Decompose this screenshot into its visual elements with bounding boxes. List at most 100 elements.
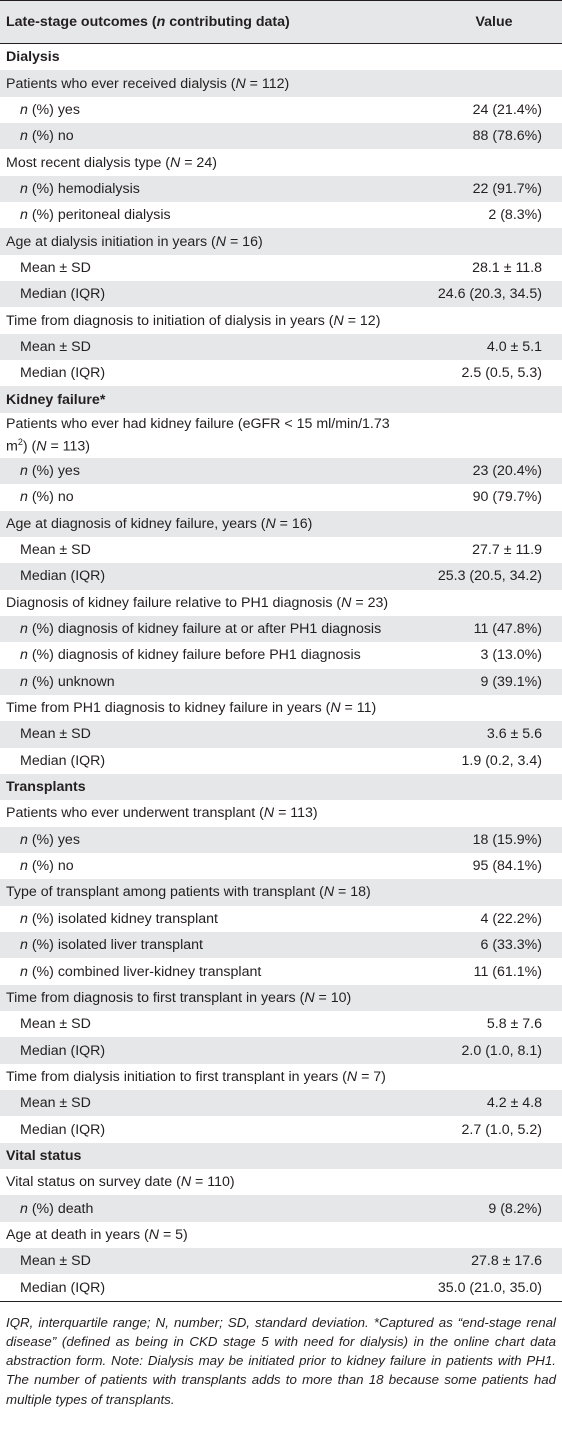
row-label: Vital status [6, 1147, 82, 1164]
table-row: Median (IQR) 2.5 (0.5, 5.3) [0, 360, 562, 386]
row-label: Diagnosis of kidney failure relative to … [6, 594, 389, 611]
row-label: Median (IQR) [20, 1279, 106, 1296]
row-label: Dialysis [6, 49, 60, 66]
table-row: Mean ± SD 5.8 ± 7.6 [0, 1011, 562, 1037]
table-body: Dialysis Patients who ever received dialy… [0, 44, 562, 1301]
row-value: 88 (78.6%) [472, 128, 542, 145]
row-value: 4.0 ± 5.1 [486, 338, 542, 355]
row-label: Transplants [6, 779, 86, 796]
row-value: 95 (84.1%) [472, 858, 542, 875]
row-value: 2 (8.3%) [488, 207, 542, 224]
table-row: n (%) isolated kidney transplant 4 (22.2%… [0, 906, 562, 932]
table-row: n (%) isolated liver transplant 6 (33.3%) [0, 932, 562, 959]
table-row: Time from diagnosis to initiation of dia… [0, 307, 562, 333]
header-value: Value [475, 14, 513, 30]
row-label: n (%) death [20, 1200, 94, 1217]
table-row: Mean ± SD 4.0 ± 5.1 [0, 333, 562, 361]
table-row: Median (IQR) 35.0 (21.0, 35.0) [0, 1274, 562, 1300]
row-label: n (%) isolated liver transplant [20, 937, 203, 954]
row-value: 27.8 ± 17.6 [471, 1253, 542, 1270]
row-value: 2.0 (1.0, 8.1) [461, 1042, 542, 1059]
table-row: n (%) no 95 (84.1%) [0, 853, 562, 879]
row-label: Type of transplant among patients with t… [6, 884, 371, 901]
row-label: Median (IQR) [20, 568, 106, 585]
row-label: Median (IQR) [20, 1121, 106, 1138]
table-row: Type of transplant among patients with t… [0, 879, 562, 906]
row-value: 11 (47.8%) [473, 621, 542, 638]
row-label: Mean ± SD [20, 542, 91, 559]
table-row: Time from PH1 diagnosis to kidney failur… [0, 695, 562, 721]
table-row: Median (IQR) 1.9 (0.2, 3.4) [0, 748, 562, 774]
row-label: Time from dialysis initiation to first t… [6, 1068, 386, 1085]
table-row: Vital status on survey date (N = 110) [0, 1169, 562, 1195]
table-row: n (%) unknown 9 (39.1%) [0, 668, 562, 695]
row-label: Mean ± SD [20, 1016, 91, 1033]
table-header: Late-stage outcomes (n contributing data… [0, 0, 562, 44]
table-row: Mean ± SD 28.1 ± 11.8 [0, 255, 562, 281]
row-value: 11 (61.1%) [473, 963, 542, 980]
table-row: n (%) yes 24 (21.4%) [0, 97, 562, 123]
table-row: n (%) hemodialysis 22 (91.7%) [0, 175, 562, 203]
row-label: Most recent dialysis type (N = 24) [6, 154, 217, 171]
table-row: Time from dialysis initiation to first t… [0, 1064, 562, 1090]
header-outcomes: Late-stage outcomes (n contributing data… [6, 14, 290, 30]
row-value: 2.7 (1.0, 5.2) [461, 1121, 542, 1138]
row-label: Patients who ever received dialysis (N =… [6, 75, 290, 92]
table-row: Patients who ever had kidney failure (eG… [0, 413, 562, 458]
row-label: Kidney failure* [6, 391, 106, 408]
row-value: 25.3 (20.5, 34.2) [437, 568, 542, 585]
row-value: 23 (20.4%) [472, 462, 542, 479]
row-label: n (%) no [20, 489, 74, 506]
row-value: 18 (15.9%) [472, 831, 542, 848]
table-row: Age at diagnosis of kidney failure, year… [0, 510, 562, 537]
row-label: Median (IQR) [20, 752, 106, 769]
row-label: n (%) yes [20, 101, 80, 118]
row-label: Age at dialysis initiation in years (N =… [6, 233, 263, 250]
row-label: n (%) diagnosis of kidney failure before… [20, 647, 361, 664]
row-label: Mean ± SD [20, 1095, 91, 1112]
table-row: Mean ± SD 27.7 ± 11.9 [0, 537, 562, 563]
row-label: n (%) no [20, 858, 74, 875]
row-label: n (%) combined liver-kidney transplant [20, 963, 262, 980]
row-value: 22 (91.7%) [472, 180, 542, 197]
section-row: Dialysis [0, 44, 562, 70]
row-label: n (%) isolated kidney transplant [20, 910, 218, 927]
row-value: 28.1 ± 11.8 [472, 259, 542, 276]
table-row: n (%) yes 23 (20.4%) [0, 457, 562, 485]
row-label: Vital status on survey date (N = 110) [6, 1174, 235, 1191]
table-row: Median (IQR) 2.0 (1.0, 8.1) [0, 1037, 562, 1064]
row-label: Age at death in years (N = 5) [6, 1226, 188, 1243]
table-row: Median (IQR) 2.7 (1.0, 5.2) [0, 1116, 562, 1142]
row-value: 2.5 (0.5, 5.3) [461, 365, 542, 382]
row-value: 24 (21.4%) [472, 101, 542, 118]
section-row: Transplants [0, 773, 562, 801]
row-value: 1.9 (0.2, 3.4) [461, 752, 542, 769]
section-row: Kidney failure* [0, 386, 562, 413]
table-row: Mean ± SD 27.8 ± 17.6 [0, 1248, 562, 1275]
table-row: n (%) death 9 (8.2%) [0, 1195, 562, 1222]
row-value: 4.2 ± 4.8 [486, 1095, 542, 1112]
row-label: n (%) yes [20, 831, 80, 848]
table-row: Age at dialysis initiation in years (N =… [0, 228, 562, 255]
row-label: Mean ± SD [20, 1253, 91, 1270]
table-row: n (%) no 88 (78.6%) [0, 123, 562, 150]
table-row: n (%) combined liver-kidney transplant 11… [0, 958, 562, 984]
table-row: Median (IQR) 25.3 (20.5, 34.2) [0, 563, 562, 590]
table-row: Most recent dialysis type (N = 24) [0, 149, 562, 175]
row-label: Median (IQR) [20, 365, 106, 382]
row-value: 27.7 ± 11.9 [472, 542, 542, 559]
row-label: n (%) yes [20, 462, 80, 479]
row-value: 4 (22.2%) [480, 910, 542, 927]
table-row: n (%) diagnosis of kidney failure at or … [0, 615, 562, 643]
table-row: Diagnosis of kidney failure relative to … [0, 590, 562, 616]
row-value: 35.0 (21.0, 35.0) [437, 1279, 542, 1296]
row-label: n (%) diagnosis of kidney failure at or … [20, 621, 382, 638]
row-value: 3.6 ± 5.6 [486, 726, 542, 743]
table-row: n (%) peritoneal dialysis 2 (8.3%) [0, 202, 562, 228]
table-row: n (%) diagnosis of kidney failure before… [0, 642, 562, 668]
row-value: 5.8 ± 7.6 [486, 1016, 542, 1033]
table-row: n (%) yes 18 (15.9%) [0, 826, 562, 853]
row-label: Median (IQR) [20, 286, 106, 303]
row-label: Time from PH1 diagnosis to kidney failur… [6, 700, 377, 717]
row-label: Mean ± SD [20, 259, 91, 276]
